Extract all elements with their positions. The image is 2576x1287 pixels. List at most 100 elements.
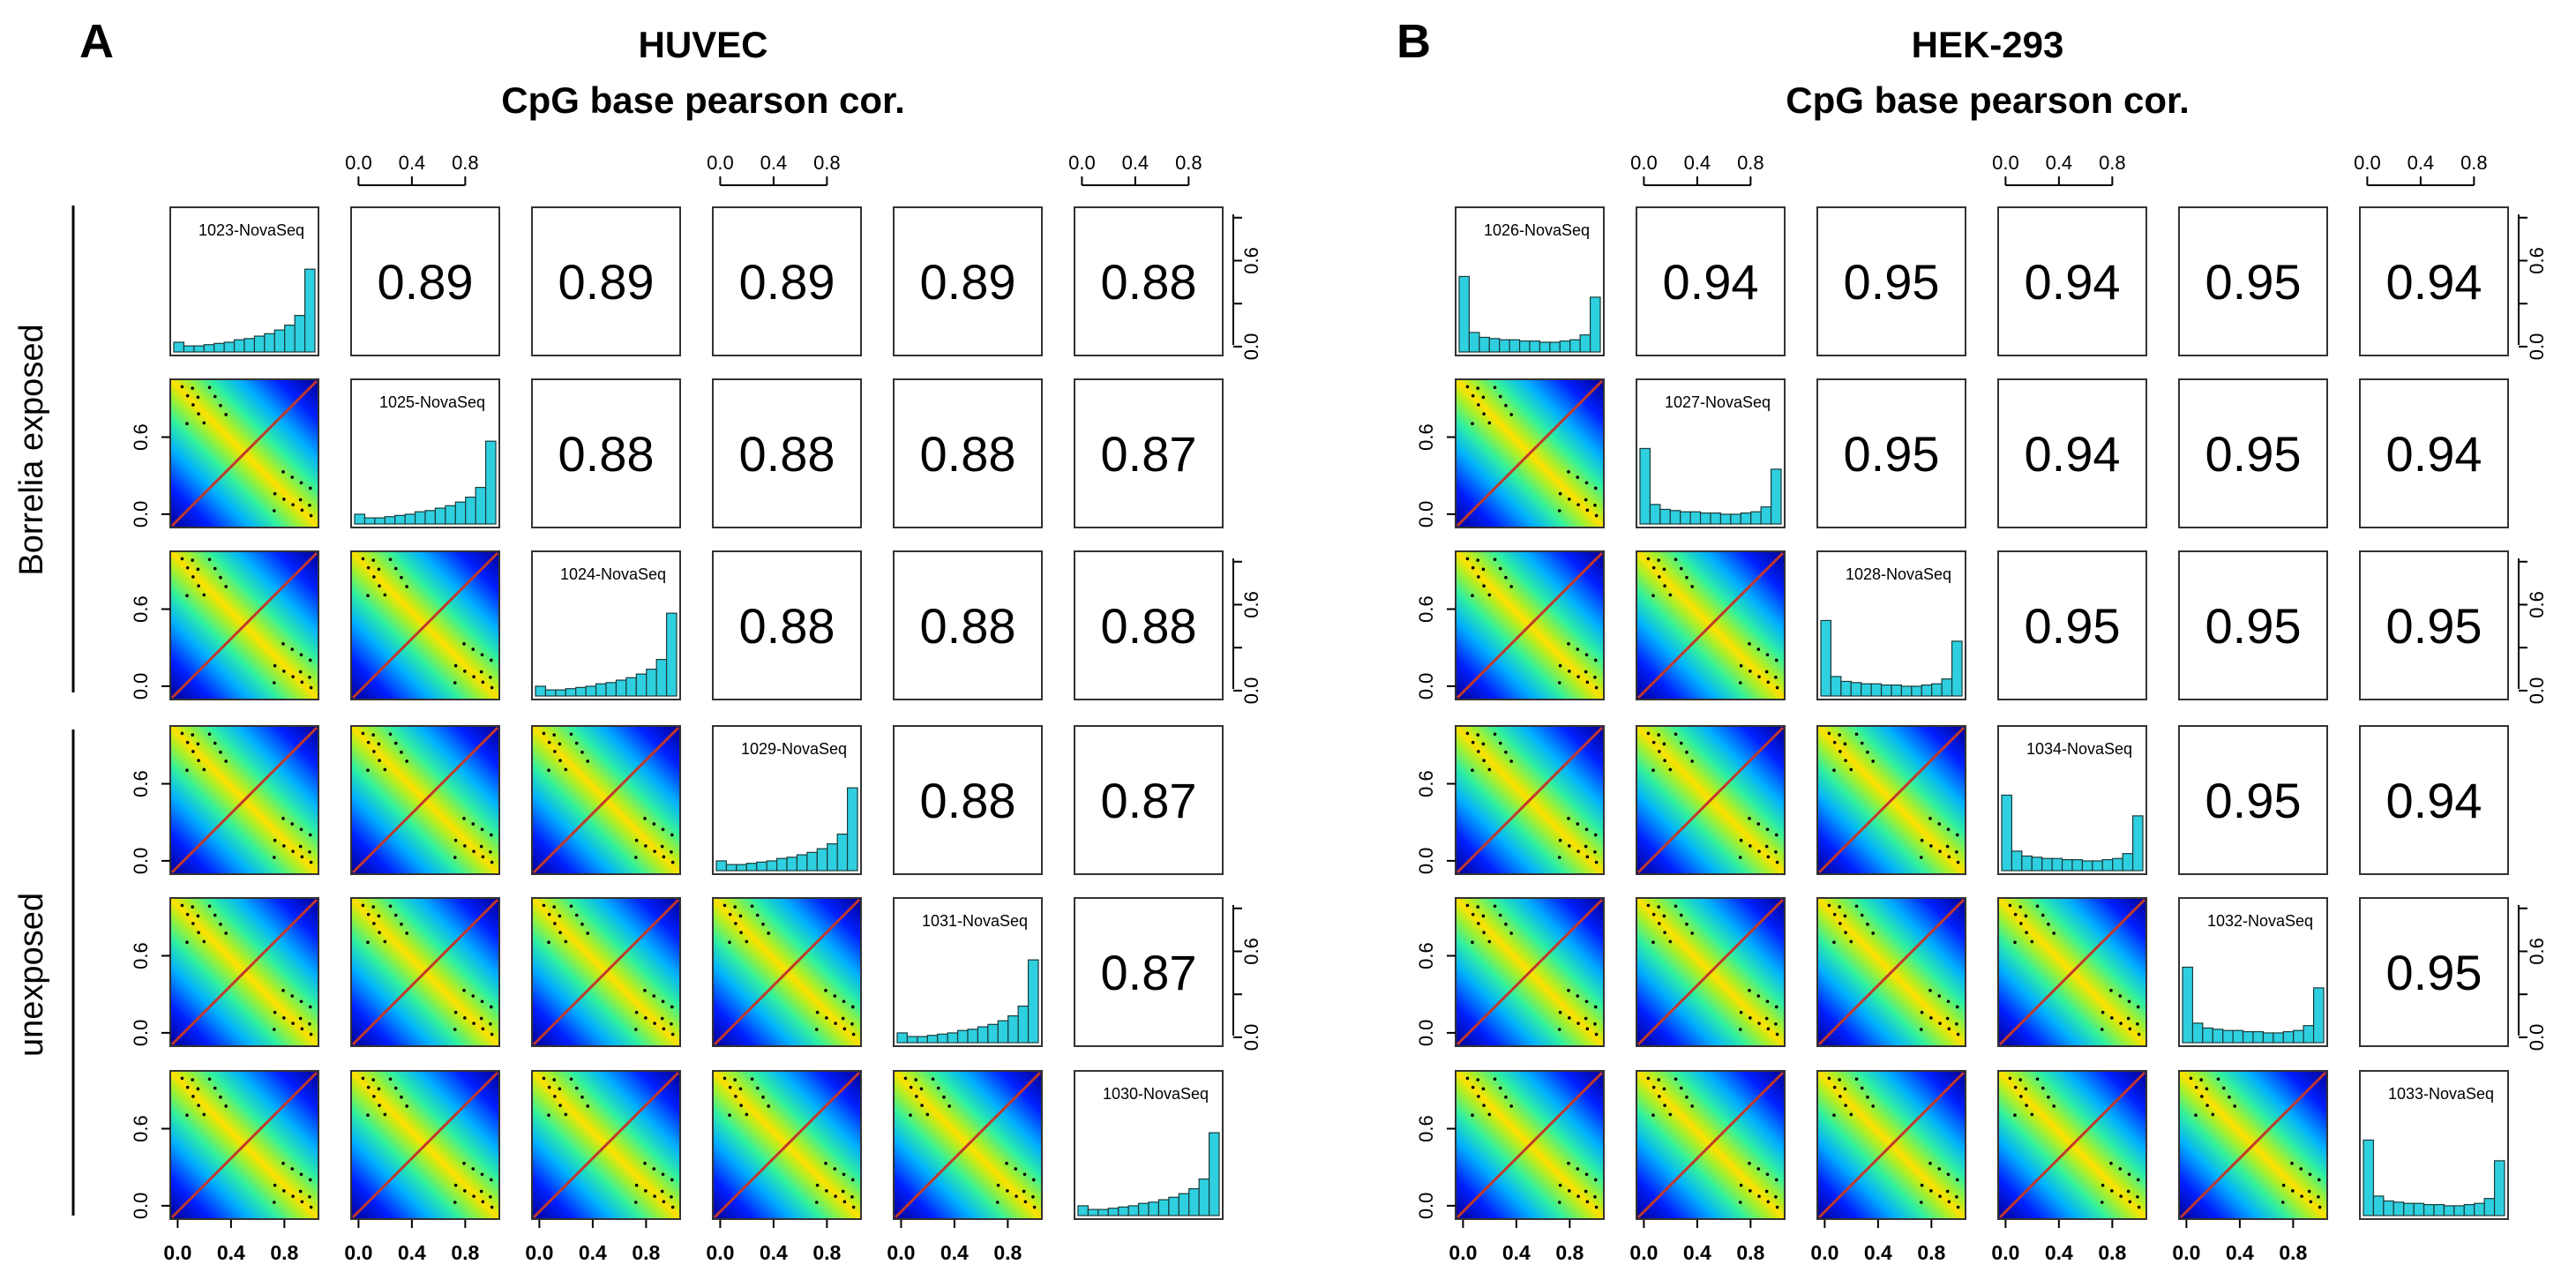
hist-bar [665,612,678,697]
outlier-dot [1663,759,1666,762]
hist-bar [2011,850,2023,872]
outlier-dot [661,827,665,832]
outlier-dot [2018,1078,2022,1081]
outlier-dot [1585,855,1590,859]
outlier-dot [1938,1021,1942,1025]
outlier-dot [1477,1095,1480,1098]
outlier-dot [1594,1205,1599,1209]
outlier-dot [931,1077,935,1081]
outlier-dot [2100,1028,2104,1031]
correlation-value: 0.94 [2386,426,2482,482]
outlier-dot [936,1086,940,1090]
outlier-dot [272,681,276,685]
group-label-unexposed: unexposed [13,893,50,1057]
right-axis-tick-label: 0.6 [1240,247,1262,274]
outlier-dot [1594,513,1599,518]
hist-bar [2293,1029,2304,1044]
outlier-dot [1471,565,1475,570]
outlier-dot [670,1195,673,1199]
outlier-dot [366,940,370,945]
sample-label: 1031-NovaSeq [922,912,1028,930]
outlier-dot [1482,759,1486,762]
outlier-dot [1557,509,1561,513]
outlier-dot [453,1201,457,1204]
outlier-dot [180,385,184,389]
hist-bar [1549,341,1561,353]
outlier-dot [191,1095,195,1098]
outlier-dot [2127,1172,2131,1177]
outlier-dot [547,1085,551,1089]
hist-bar [1499,339,1510,353]
outlier-dot [202,1112,206,1117]
outlier-dot [1482,584,1486,587]
correlation-value: 0.87 [1101,426,1197,482]
cell-frame [1816,550,1966,700]
outlier-dot [1558,1183,1562,1187]
panel-title: HEK-293 [1912,24,2064,65]
outlier-dot [1498,1086,1502,1090]
outlier-dot [1662,742,1666,746]
density-scatter-cell [1636,897,1786,1047]
outlier-dot [196,567,200,572]
outlier-dot [547,1113,550,1118]
hist-bar [555,689,566,697]
outlier-dot [1558,663,1562,668]
top-axis-tick-label: 0.8 [2460,152,2488,174]
outlier-dot [815,1010,820,1014]
outlier-dot [1860,913,1864,917]
outlier-dot [366,565,371,570]
left-axis-tick-label: 0.6 [1415,770,1437,797]
hist-bar [2041,857,2053,872]
outlier-dot [462,642,466,646]
outlier-dot [2299,1167,2303,1171]
outlier-dot [1585,1027,1590,1031]
cell-frame [1074,550,1224,700]
correlation-value: 0.94 [2025,254,2121,310]
hist-bar [303,268,316,353]
outlier-dot [299,481,303,485]
hist-bar [1479,336,1490,353]
correlation-value: 0.95 [2386,598,2482,654]
outlier-dot [1668,939,1673,944]
outlier-dot [309,685,313,690]
density-scatter-cell [1816,725,1966,875]
outlier-dot [2137,1205,2141,1209]
outlier-dot [1690,932,1694,935]
outlier-dot [738,914,743,918]
outlier-dot [2024,1087,2028,1091]
outlier-dot [558,742,562,746]
outlier-dot [2013,1085,2018,1089]
outlier-dot [851,1032,856,1036]
outlier-dot [361,557,365,561]
outlier-dot [281,989,285,992]
sample-label: 1027-NovaSeq [1665,393,1771,411]
outlier-dot [1757,1194,1761,1198]
outlier-dot [1584,481,1589,485]
outlier-dot [219,1095,222,1099]
correlation-value: 0.95 [2205,254,2302,310]
hist-bar [1097,1208,1109,1216]
outlier-dot [586,932,589,935]
hist-bar [2031,857,2043,872]
outlier-dot [481,1027,485,1031]
outlier-dot [489,833,493,837]
outlier-dot [750,904,754,909]
density-scatter-cell [169,1070,319,1220]
hist-bar [906,1036,918,1044]
outlier-dot [377,742,381,746]
outlier-dot [1766,1200,1771,1204]
outlier-dot [1765,999,1770,1004]
outlier-dot [1663,931,1666,934]
right-axis-tick-label: 0.6 [2526,938,2548,965]
outlier-dot [1657,905,1660,909]
outlier-dot [1651,768,1655,773]
hist-bar [605,682,618,697]
outlier-dot [553,922,557,925]
outlier-dot [1739,1010,1743,1014]
outlier-dot [2126,1189,2130,1193]
outlier-dot [1946,999,1951,1004]
outlier-dot [1766,1027,1771,1031]
outlier-dot [309,1032,313,1036]
outlier-dot [185,1113,189,1118]
outlier-dot [1679,741,1683,745]
